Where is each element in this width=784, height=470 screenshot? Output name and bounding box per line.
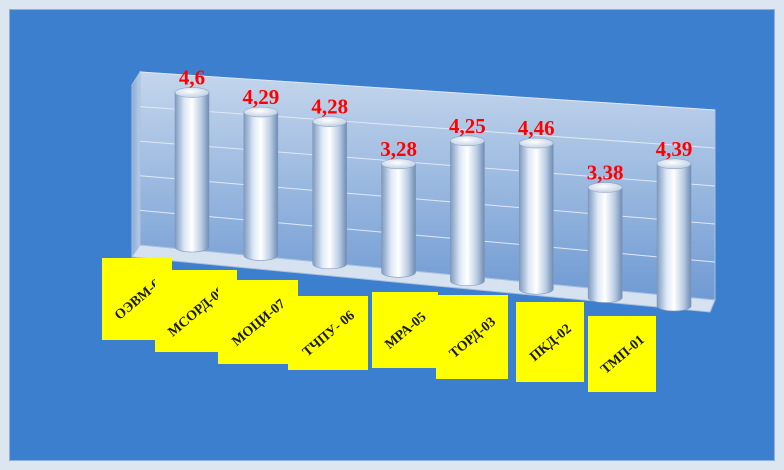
bar-body: [656, 163, 692, 312]
chart: 4,6 4,29 4,28 3,28 4,25 4,46 3,38 4,39 ОЭВМ-6 МС…: [102, 65, 716, 392]
bar-ТОРД-03: [518, 137, 554, 295]
category-label-ТЧПУ- 06: ТЧПУ- 06: [288, 296, 368, 370]
bar-МСОРД-08: [243, 106, 279, 261]
bar-МОЦИ-07: [312, 116, 348, 270]
bar-body: [518, 142, 554, 295]
chart-category-labels: ОЭВМ-6 МСОРД-08 МОЦИ-07 ТЧПУ- 06 МРА-05 ТОРД-…: [102, 258, 656, 392]
chart-walls: [131, 70, 716, 313]
bar-ПКД-02: [587, 182, 623, 303]
bar-cap: [381, 158, 416, 170]
bar-body: [587, 187, 623, 303]
side-wall: [131, 70, 141, 259]
category-box: [516, 302, 584, 382]
category-label-МОЦИ-07: МОЦИ-07: [218, 280, 298, 364]
category-box: [218, 280, 298, 364]
gridline: [139, 140, 716, 187]
value-label: 3,38: [587, 160, 624, 184]
value-label: 4,25: [449, 114, 486, 138]
value-label: 4,28: [311, 95, 348, 119]
gridline: [139, 71, 716, 111]
chart-frame: 4,6 4,29 4,28 3,28 4,25 4,46 3,38 4,39 ОЭВМ-6 МС…: [9, 9, 775, 461]
category-label-ПКД-02: ПКД-02: [516, 302, 584, 382]
bar-cap: [312, 116, 348, 127]
bar-cap: [243, 106, 279, 118]
category-box: [372, 292, 438, 368]
bar-cap: [518, 137, 554, 149]
bar-cap: [656, 158, 692, 170]
bar-МРА-05: [450, 135, 485, 287]
bar-cap: [587, 182, 623, 193]
bar-body: [174, 92, 210, 253]
category-box: [288, 296, 368, 370]
value-label: 4,29: [242, 85, 279, 109]
bar-ОЭВМ-6: [174, 87, 210, 253]
value-label: 4,46: [518, 116, 555, 140]
value-label: 4,39: [656, 137, 693, 161]
category-box: [436, 295, 508, 379]
gridline: [139, 106, 716, 149]
value-label: 4,6: [179, 65, 205, 89]
bar-body: [312, 121, 348, 270]
category-box: [588, 316, 656, 392]
bar-ТМП-01: [656, 158, 692, 312]
bar-body: [243, 111, 279, 261]
chart-bars: [174, 87, 692, 312]
floor: [131, 244, 716, 313]
bar-cap: [174, 87, 210, 98]
category-label-МРА-05: МРА-05: [372, 292, 438, 368]
bar-body: [450, 140, 485, 287]
chart-value-labels: 4,6 4,29 4,28 3,28 4,25 4,46 3,38 4,39: [179, 65, 693, 184]
bar-body: [381, 163, 416, 278]
value-label: 3,28: [380, 137, 417, 161]
bar-ТЧПУ- 06: [381, 158, 416, 278]
category-label-ТМП-01: ТМП-01: [588, 316, 656, 392]
category-label-ТОРД-03: ТОРД-03: [436, 295, 508, 379]
bar-cap: [450, 135, 485, 147]
